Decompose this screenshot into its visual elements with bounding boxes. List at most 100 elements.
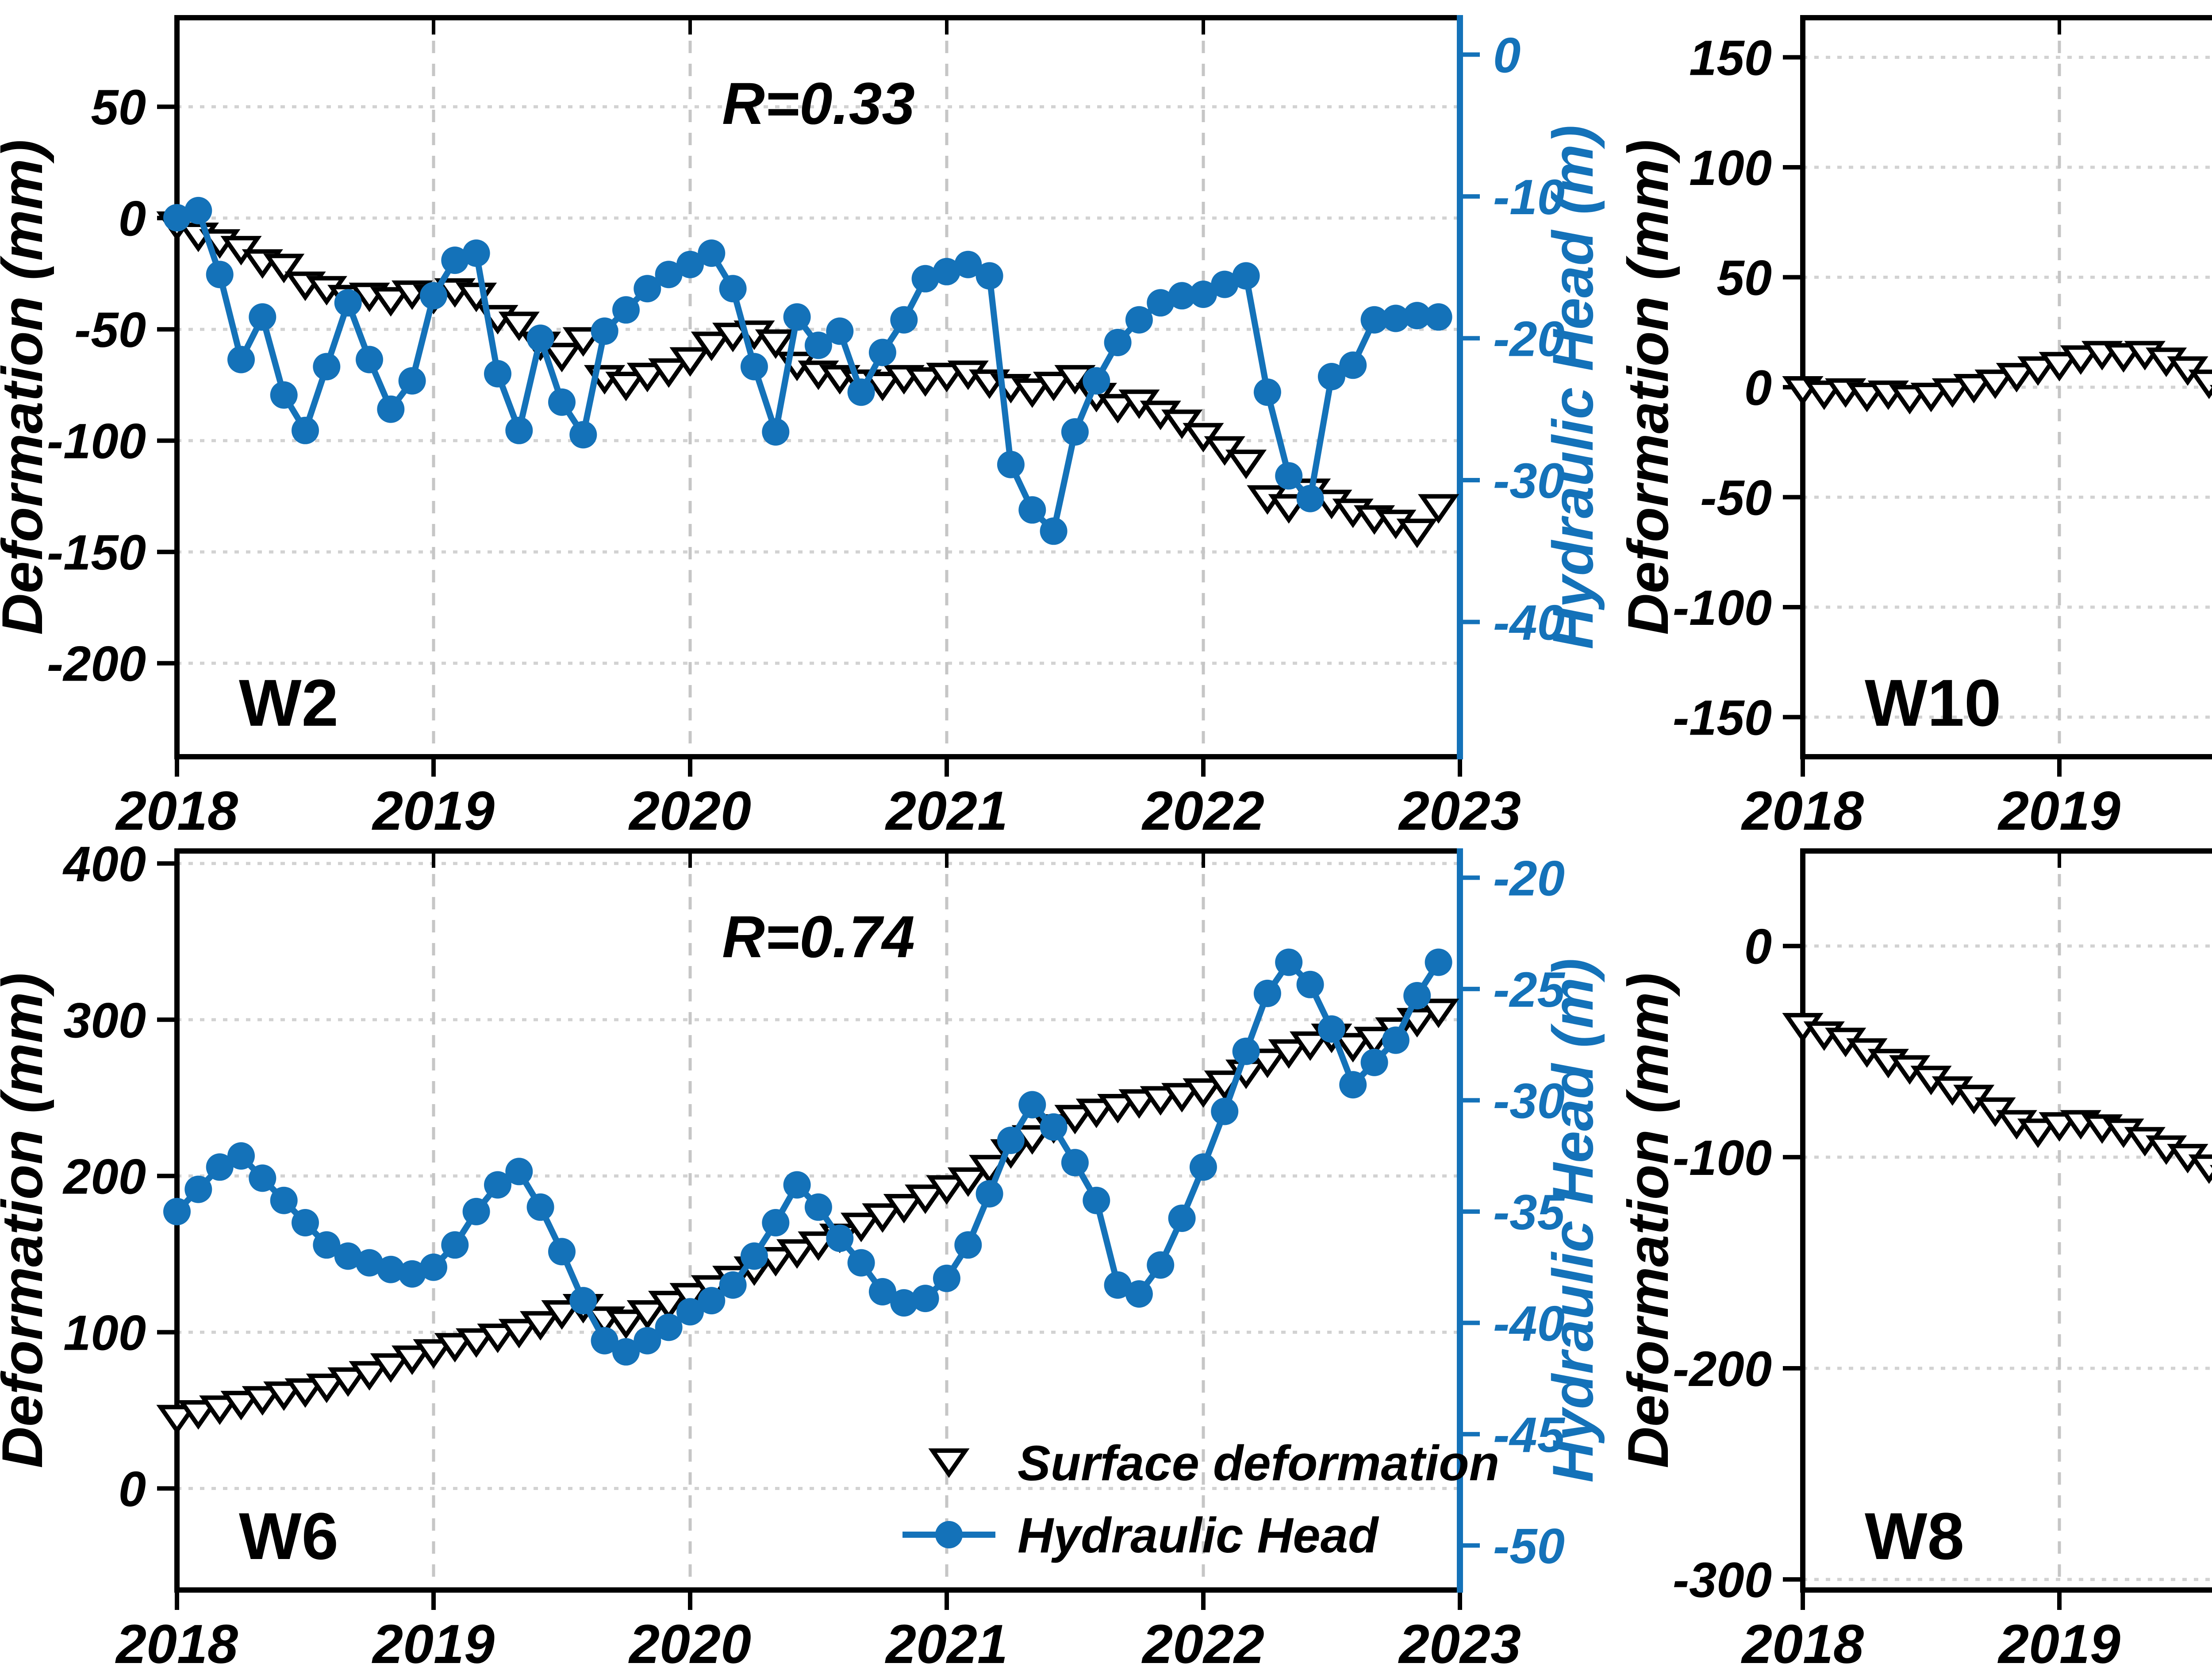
- left-tick-label: -50: [1700, 470, 1772, 526]
- head-point-icon: [698, 1287, 726, 1315]
- head-point-icon: [591, 1327, 618, 1355]
- left-tick-label: 50: [1717, 250, 1772, 305]
- deformation-point-icon: [392, 1345, 433, 1375]
- deformation-point-icon: [1075, 1098, 1117, 1128]
- head-point-icon: [634, 275, 661, 303]
- head-point-icon: [505, 416, 533, 444]
- deformation-point-icon: [562, 327, 604, 357]
- head-point-icon: [1018, 496, 1046, 524]
- left-tick-label: 100: [63, 1305, 146, 1360]
- W8-surface-deformation-series: [1782, 1013, 2212, 1184]
- gridlines-W8: [1803, 851, 2212, 1590]
- head-point-icon: [313, 1231, 341, 1259]
- head-point-icon: [1275, 462, 1303, 490]
- deformation-point-icon: [905, 367, 946, 397]
- r-value-label-W2: R=0.33: [722, 71, 915, 137]
- head-point-icon: [569, 421, 597, 449]
- deformation-point-icon: [2188, 1154, 2212, 1184]
- head-point-icon: [655, 261, 683, 289]
- left-tick-label: -200: [47, 636, 146, 692]
- deformation-point-icon: [926, 1175, 968, 1205]
- deformation-point-icon: [1953, 374, 1995, 404]
- W2-surface-deformation-series: [156, 211, 1459, 548]
- head-point-icon: [313, 353, 341, 381]
- head-point-icon: [847, 1249, 875, 1277]
- deformation-point-icon: [1118, 1089, 1160, 1119]
- head-point-icon: [1317, 363, 1345, 390]
- head-point-icon: [548, 388, 576, 416]
- head-point-icon: [462, 239, 490, 267]
- head-point-icon: [163, 204, 191, 231]
- head-point-icon: [1104, 329, 1132, 356]
- head-point-icon: [1425, 948, 1452, 976]
- deformation-point-icon: [434, 1333, 476, 1363]
- head-point-icon: [634, 1327, 661, 1355]
- head-point-icon: [1232, 1037, 1260, 1065]
- right-axis-title: Hydraulic Head (m): [1540, 959, 1605, 1483]
- head-point-icon: [933, 258, 960, 285]
- deformation-point-icon: [413, 1339, 454, 1369]
- head-point-icon: [270, 381, 298, 409]
- left-tick-label: 200: [62, 1149, 146, 1204]
- year-tick-label: 2018: [1741, 1614, 1864, 1667]
- deformation-point-icon: [1932, 378, 1973, 408]
- head-point-icon: [1317, 1015, 1345, 1043]
- legend: Surface deformation Hydraulic Head: [902, 1436, 1499, 1563]
- deformation-point-icon: [520, 1311, 561, 1341]
- head-point-icon: [356, 346, 383, 373]
- head-point-icon: [804, 1193, 832, 1221]
- left-tick-label: 50: [91, 80, 146, 135]
- panel-W10: 150100500-50-100-150-10-20-30-40-50-6020…: [1616, 15, 2212, 842]
- deformation-point-icon: [1097, 1094, 1139, 1124]
- head-point-icon: [1061, 418, 1089, 446]
- head-point-icon: [1339, 1071, 1367, 1099]
- left-axis-title: Deformation (mm): [0, 139, 54, 635]
- deformation-point-icon: [1910, 382, 1952, 412]
- head-point-icon: [1189, 281, 1217, 308]
- deformation-point-icon: [905, 1184, 946, 1214]
- right-tick-label: -35: [1493, 1185, 1566, 1240]
- head-point-icon: [1040, 1113, 1068, 1141]
- head-point-icon: [184, 1175, 212, 1203]
- left-tick-label: -150: [1673, 690, 1772, 746]
- head-point-icon: [655, 1313, 683, 1341]
- head-point-icon: [206, 1153, 234, 1181]
- deformation-point-icon: [2039, 352, 2080, 382]
- head-point-icon: [505, 1158, 533, 1186]
- left-tick-label: -100: [1673, 1130, 1772, 1186]
- deformation-point-icon: [1183, 1078, 1224, 1108]
- head-point-icon: [462, 1197, 490, 1225]
- head-point-icon: [1382, 1026, 1409, 1054]
- deformation-point-icon: [306, 1374, 347, 1403]
- left-tick-label: 0: [1744, 919, 1772, 974]
- head-point-icon: [270, 1186, 298, 1214]
- legend-label-surface-deformation: Surface deformation: [1018, 1436, 1499, 1491]
- deformation-point-icon: [947, 1167, 989, 1197]
- head-point-icon: [804, 331, 832, 359]
- deformation-point-icon: [541, 343, 583, 373]
- deformation-point-icon: [1011, 378, 1053, 408]
- deformation-point-icon: [1268, 494, 1310, 524]
- deformation-point-icon: [626, 362, 668, 393]
- head-point-icon: [1211, 1097, 1239, 1125]
- head-point-icon: [868, 1278, 896, 1305]
- left-tick-label: 300: [63, 993, 146, 1048]
- head-point-icon: [954, 250, 982, 278]
- head-point-icon: [398, 367, 426, 395]
- head-point-icon: [1125, 1280, 1153, 1308]
- head-point-icon: [249, 1164, 276, 1192]
- deformation-point-icon: [242, 1386, 283, 1416]
- year-tick-label: 2018: [115, 1614, 238, 1667]
- well-label-W2: W2: [239, 666, 338, 740]
- head-point-icon: [1083, 1186, 1110, 1214]
- W2-hydraulic-head-series: [163, 196, 1452, 545]
- deformation-point-icon: [1974, 370, 2016, 399]
- head-point-icon: [698, 239, 726, 267]
- left-tick-label: -200: [1673, 1341, 1772, 1397]
- W10-surface-deformation-series: [1782, 341, 2212, 415]
- deformation-point-icon: [883, 1194, 925, 1224]
- left-tick-label: 400: [62, 836, 146, 892]
- panel-W2: 50 0 -50 -100 -150 -200 0 -10 -20 -30 -40 2018 2019 2…: [0, 15, 1605, 842]
- head-point-icon: [569, 1287, 597, 1315]
